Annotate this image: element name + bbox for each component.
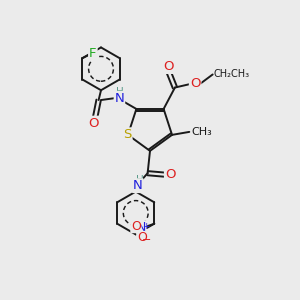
Text: O: O (190, 77, 200, 91)
Text: N: N (137, 221, 146, 234)
Text: O: O (88, 117, 99, 130)
Text: H: H (116, 87, 124, 97)
Text: S: S (123, 128, 131, 141)
Text: N: N (133, 179, 143, 192)
Text: O: O (165, 168, 175, 181)
Text: CH₂CH₃: CH₂CH₃ (214, 69, 250, 79)
Text: O: O (137, 232, 147, 244)
Text: H: H (136, 175, 143, 185)
Text: +: + (142, 222, 150, 231)
Text: O: O (131, 220, 141, 232)
Text: N: N (115, 92, 124, 105)
Text: O: O (163, 60, 174, 73)
Text: F: F (89, 47, 97, 60)
Text: CH₃: CH₃ (192, 127, 212, 137)
Text: −: − (142, 235, 151, 245)
